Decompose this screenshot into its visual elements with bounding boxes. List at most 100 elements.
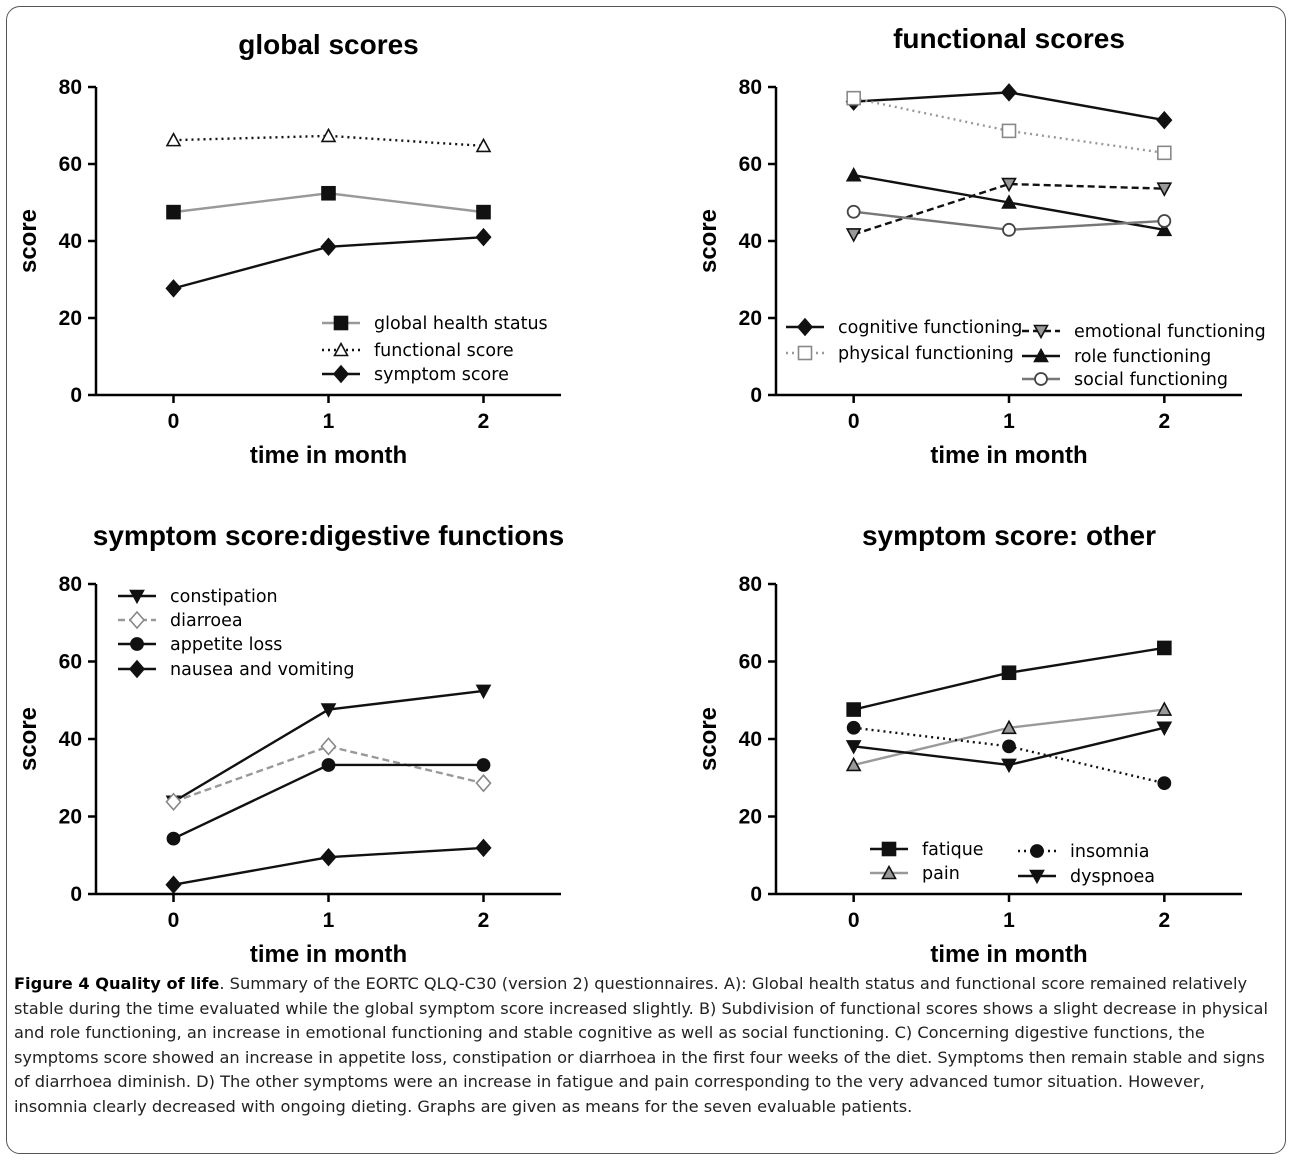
y-tick-label: 20: [739, 806, 762, 829]
legend-item: pain: [870, 864, 960, 884]
data-point: [166, 831, 181, 846]
data-point: [475, 773, 492, 793]
x-tick-label: 0: [848, 410, 860, 433]
data-point: [846, 90, 861, 106]
y-axis-label: score: [695, 707, 722, 771]
series-line: [853, 182, 1165, 236]
x-tick-label: 2: [478, 909, 490, 932]
legend-item: dyspnoea: [1018, 867, 1155, 887]
legend-item: diarroea: [118, 610, 243, 631]
x-tick-label: 0: [168, 909, 180, 932]
data-point: [475, 137, 492, 153]
legend-label: diarroea: [170, 611, 243, 631]
y-axis-label: score: [15, 209, 42, 273]
legend-label: emotional functioning: [1074, 322, 1266, 342]
chart-B: functional scores 0 20 40 60 80 0 1 2 time in mon…: [695, 23, 1266, 469]
legend-item: physical functioning: [786, 344, 1014, 364]
data-point: [320, 237, 337, 256]
figure-frame: [6, 6, 1286, 1154]
data-point: [320, 737, 337, 756]
legend-marker: [128, 610, 146, 630]
series-line: [172, 763, 484, 840]
series-0: [166, 185, 491, 220]
legend-label: functional score: [374, 341, 514, 361]
data-point: [476, 758, 491, 772]
series-3: [845, 166, 1173, 237]
legend-item: global health status: [322, 314, 548, 334]
x-axis-label: time in month: [930, 941, 1087, 965]
legend: global health status functional score symp…: [322, 314, 548, 385]
legend-marker: [881, 841, 897, 857]
chart-A: global scores 0 20 40 60 80 0 1 2 time in month sc…: [15, 29, 561, 469]
data-point: [1000, 83, 1018, 102]
data-point: [1156, 182, 1173, 197]
series-1: [846, 90, 1172, 161]
figure-caption: Figure 4 Quality of life. Summary of the…: [14, 972, 1276, 1119]
legend-item: cognitive functioning: [786, 317, 1022, 338]
series-line: [853, 708, 1165, 767]
series-2: [166, 758, 491, 846]
data-point: [1156, 721, 1173, 736]
legend-item: symptom score: [322, 364, 509, 385]
legend: cognitive functioning physical functionin…: [786, 317, 1266, 390]
data-point: [1001, 123, 1017, 139]
legend-item: role functioning: [1022, 347, 1211, 367]
series-2: [165, 227, 492, 298]
data-point: [1002, 222, 1016, 237]
legend-item: functional score: [322, 341, 514, 361]
data-point: [475, 838, 492, 858]
legend-marker: [1033, 347, 1049, 363]
data-point: [321, 758, 336, 772]
data-point: [165, 875, 182, 894]
data-point: [1002, 739, 1016, 754]
y-tick-label: 0: [750, 384, 762, 407]
chart-title: functional scores: [893, 23, 1125, 54]
series-4: [846, 204, 1172, 237]
y-tick-label: 80: [59, 573, 82, 596]
y-tick-label: 80: [739, 573, 762, 596]
y-tick-label: 40: [739, 230, 762, 253]
x-axis-label: time in month: [250, 442, 407, 469]
legend-label: nausea and vomiting: [170, 660, 354, 680]
legend-label: social functioning: [1074, 370, 1228, 390]
legend-marker: [333, 315, 349, 331]
legend-item: fatique: [870, 840, 984, 860]
data-point: [1156, 110, 1173, 130]
x-tick-label: 1: [1003, 410, 1015, 433]
x-axis-label: time in month: [250, 941, 407, 965]
y-axis-label: score: [15, 707, 42, 771]
y-tick-label: 0: [750, 883, 762, 906]
chart-title: global scores: [238, 29, 419, 60]
data-point: [1001, 665, 1017, 681]
data-point: [845, 740, 862, 755]
legend-item: insomnia: [1018, 842, 1150, 862]
series-3: [165, 838, 492, 894]
legend-marker: [1029, 869, 1045, 885]
legend-marker: [797, 345, 813, 361]
x-tick-label: 0: [848, 909, 860, 932]
chart-title: symptom score:digestive functions: [93, 520, 564, 551]
series-line: [853, 726, 1165, 785]
x-tick-label: 1: [1003, 909, 1015, 932]
data-point: [846, 720, 861, 735]
legend-item: appetite loss: [118, 635, 282, 655]
data-point: [165, 792, 182, 811]
y-tick-label: 20: [739, 307, 762, 330]
series-2: [846, 720, 1172, 791]
y-tick-label: 40: [739, 728, 762, 751]
chart-C: symptom score:digestive functions0204060…: [15, 520, 564, 965]
legend-marker: [128, 659, 146, 679]
legend-label: symptom score: [374, 365, 509, 385]
y-tick-label: 40: [59, 728, 82, 751]
y-tick-label: 60: [59, 153, 82, 176]
y-tick-label: 40: [59, 230, 82, 253]
legend-item: constipation: [118, 587, 278, 607]
y-tick-label: 80: [739, 76, 762, 99]
x-tick-label: 2: [1158, 909, 1170, 932]
legend-label: insomnia: [1070, 842, 1150, 862]
legend-label: cognitive functioning: [838, 318, 1022, 338]
data-point: [321, 185, 336, 201]
x-axis-label: time in month: [930, 442, 1087, 469]
y-tick-label: 20: [59, 307, 82, 330]
legend-label: physical functioning: [838, 344, 1014, 364]
